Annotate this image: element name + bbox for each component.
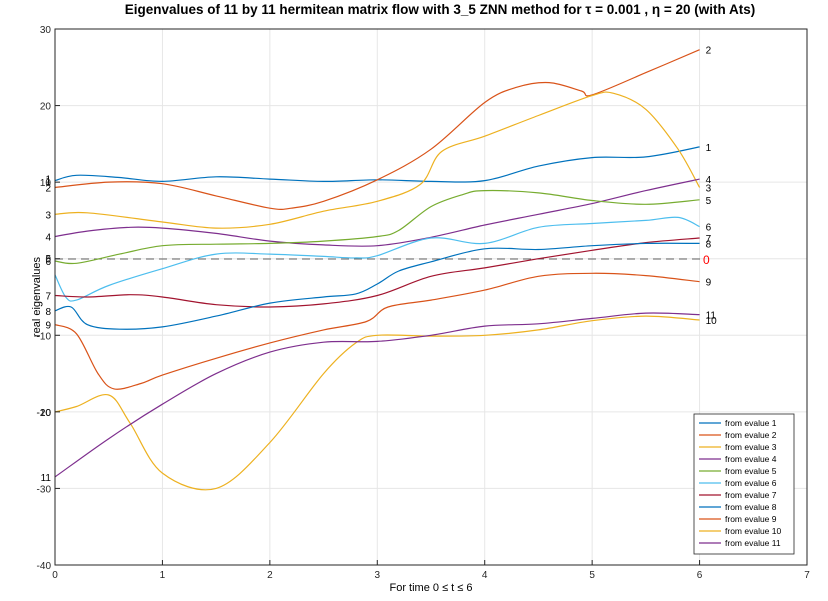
x-tick-label: 4: [482, 570, 488, 581]
series-end-label-2: 2: [706, 46, 712, 57]
series-end-label-9: 9: [706, 278, 712, 289]
legend-label-2: from evalue 2: [725, 430, 777, 440]
y-tick-label: -10: [37, 331, 52, 342]
x-tick-label: 5: [589, 570, 595, 581]
legend-label-6: from evalue 6: [725, 478, 777, 488]
y-tick-label: -20: [37, 408, 52, 419]
series-end-label-5: 5: [706, 196, 712, 207]
series-start-label: 7: [45, 291, 51, 302]
series-line-5: [54, 189, 700, 265]
legend-label-11: from evalue 11: [725, 538, 781, 548]
series-line-7: [54, 237, 700, 308]
y-tick-label: -40: [37, 561, 52, 572]
series-line-6: [54, 216, 700, 302]
legend-label-1: from evalue 1: [725, 418, 777, 428]
legend-label-7: from evalue 7: [725, 490, 777, 500]
x-tick-label: 7: [804, 570, 810, 581]
series-end-label-3: 3: [706, 184, 712, 195]
axes-box: [54, 28, 808, 566]
series-start-label: 4: [45, 233, 51, 244]
series-start-label: 1: [45, 174, 51, 185]
series-line-9: [54, 272, 700, 390]
series-start-label: 6: [45, 257, 51, 268]
series-line-11: [54, 312, 700, 478]
chart-title: Eigenvalues of 11 by 11 hermitean matrix…: [125, 2, 755, 17]
y-tick-label: 10: [40, 178, 52, 189]
series-end-label-10: 10: [706, 316, 718, 327]
y-tick-label: -30: [37, 484, 52, 495]
x-tick-label: 1: [160, 570, 166, 581]
y-tick-label: 0: [45, 255, 51, 266]
series-start-label: -20: [37, 408, 52, 419]
legend-label-8: from evalue 8: [725, 502, 777, 512]
series-line-10: [54, 315, 700, 491]
legend-label-4: from evalue 4: [725, 454, 777, 464]
series-end-label-1: 1: [706, 143, 712, 154]
series-end-label-6: 6: [706, 223, 712, 234]
series-start-label: 9: [45, 321, 51, 332]
zero-line-label: 0: [703, 253, 710, 267]
legend-label-10: from evalue 10: [725, 526, 781, 536]
series-end-label-7: 7: [706, 234, 712, 245]
x-tick-label: 2: [267, 570, 273, 581]
series-line-4: [54, 178, 700, 247]
legend-label-3: from evalue 3: [725, 442, 777, 452]
series-line-3: [54, 91, 701, 229]
series-line-1: [54, 146, 700, 183]
series-start-label: 3: [45, 210, 51, 221]
y-axis-label: real eigenvalues: [31, 256, 43, 337]
series-start-label: 10: [40, 408, 52, 419]
x-tick-label: 3: [375, 570, 381, 581]
legend-label-5: from evalue 5: [725, 466, 777, 476]
series-start-label: 1: [45, 177, 51, 188]
series-end-label-4: 4: [706, 175, 712, 186]
y-tick-label: 20: [40, 102, 52, 113]
legend: from evalue 1 from evalue 2 from evalue 3 f…: [693, 413, 795, 555]
x-axis-label: For time 0 ≤ t ≤ 6: [390, 582, 473, 594]
series-line-8: [54, 242, 700, 330]
series-end-label-11: 11: [706, 311, 717, 322]
plot-area: [55, 29, 807, 565]
series-start-label: 5: [45, 254, 51, 265]
series-lines: [54, 49, 701, 491]
series-start-label: 11: [41, 473, 52, 484]
legend-label-9: from evalue 9: [725, 514, 777, 524]
y-tick-label: 30: [40, 25, 52, 36]
x-tick-label: 6: [697, 570, 703, 581]
series-line-2: [54, 49, 700, 210]
series-start-label: 8: [45, 307, 51, 318]
series-end-label-8: 8: [706, 239, 712, 250]
x-tick-label: 0: [52, 570, 58, 581]
series-start-label: 2: [45, 184, 51, 195]
